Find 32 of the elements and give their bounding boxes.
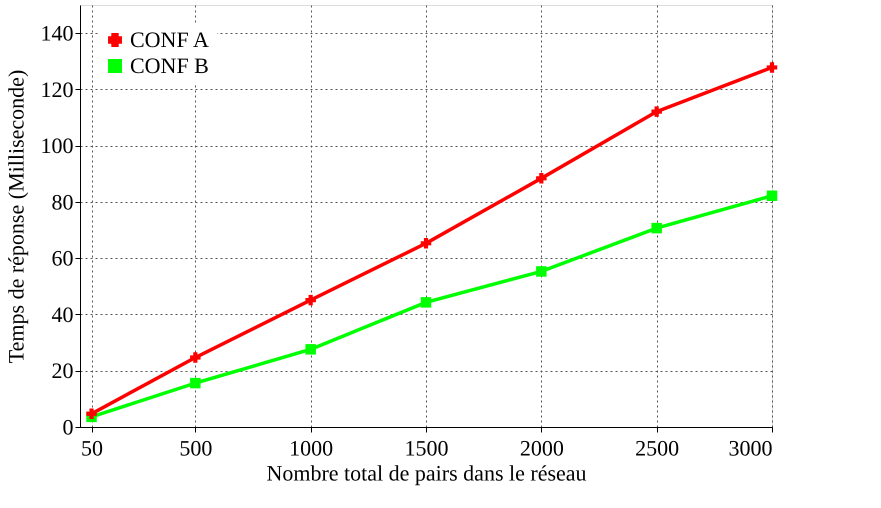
x-tick-label: 2000: [520, 436, 564, 460]
x-tick-label: 2500: [635, 436, 680, 460]
x-tick-label: 50: [81, 436, 104, 460]
y-tick-label: 20: [52, 358, 74, 384]
point: [651, 222, 662, 234]
x-tick-label: 500: [179, 436, 212, 460]
y-tick-label: 0: [62, 414, 74, 440]
y-tick-label: 40: [52, 302, 74, 327]
y-tick-label: 100: [40, 133, 74, 158]
x-tick-label: 1000: [289, 436, 334, 460]
point: [536, 173, 547, 184]
legend-label: CONF A: [130, 27, 209, 52]
point: [305, 294, 316, 306]
x-tick-label: 3000: [728, 436, 772, 460]
point: [766, 190, 778, 201]
point: [190, 352, 201, 363]
point: [190, 378, 201, 388]
point: [651, 106, 662, 117]
y-tick-label: 60: [52, 246, 74, 271]
point: [305, 344, 316, 355]
point: [766, 62, 778, 73]
x-tick-label: 1500: [404, 436, 448, 460]
point: [536, 266, 547, 277]
point: [86, 408, 97, 420]
y-tick-label: 140: [40, 20, 74, 46]
x-axis-title: Nombre total de pairs dans le réseau: [266, 460, 587, 486]
y-axis-title: Temps de réponse (Milliseconde): [4, 70, 28, 364]
y-tick-label: 120: [40, 76, 74, 102]
y-tick-label: 80: [52, 189, 74, 214]
point: [420, 297, 432, 308]
legend-label: CONF B: [130, 53, 209, 78]
point: [420, 238, 432, 249]
